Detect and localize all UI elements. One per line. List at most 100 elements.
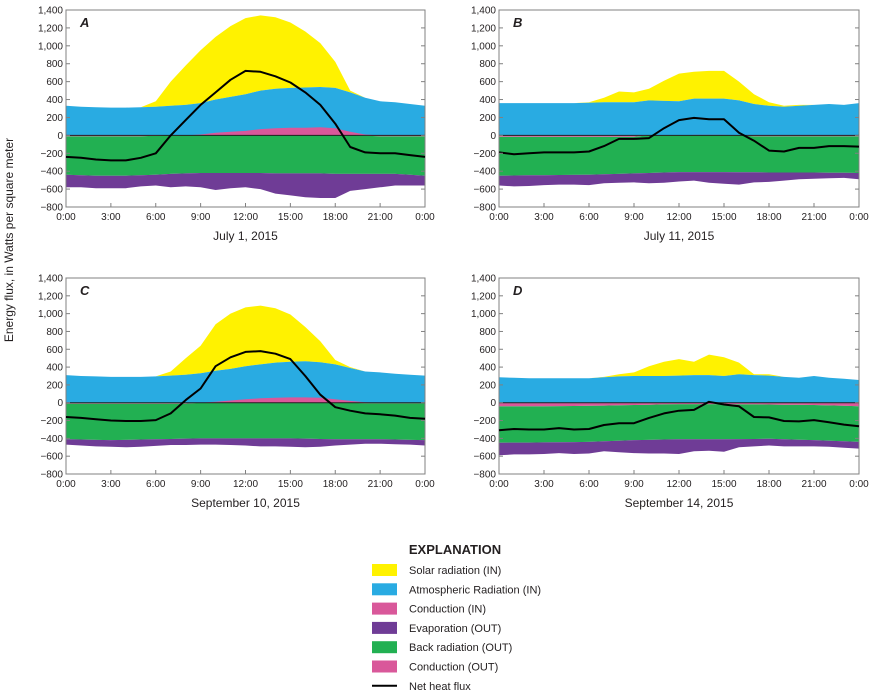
legend-swatch	[372, 602, 397, 615]
y-tick-label: 1,200	[471, 291, 496, 302]
y-tick-label: 1,000	[38, 309, 63, 320]
legend-label: Evaporation (OUT)	[409, 623, 501, 635]
x-tick-label: 12:00	[233, 479, 258, 490]
x-tick-label: 15:00	[711, 479, 736, 490]
legend-item-evap: Evaporation (OUT)	[372, 621, 501, 635]
legend-item-cond-in: Conduction (IN)	[372, 602, 486, 616]
net-heat-flux-line	[65, 69, 426, 162]
legend-item-net: Net heat flux	[372, 681, 471, 693]
y-tick-label: −800	[473, 470, 496, 481]
x-tick-label: 12:00	[666, 479, 691, 490]
x-tick-label: 18:00	[323, 212, 348, 223]
area-atm	[499, 98, 859, 136]
area-cond-in	[66, 127, 425, 136]
legend-item-cond-out: Conduction (OUT)	[372, 660, 498, 674]
area-cond-out	[499, 402, 859, 407]
x-tick-label: 21:00	[801, 479, 826, 490]
y-tick-label: 200	[46, 113, 63, 124]
x-tick-label: 0:00	[849, 212, 869, 223]
y-tick-label: −200	[40, 416, 63, 427]
x-tick-label: 15:00	[278, 479, 303, 490]
legend-item-solar: Solar radiation (IN)	[372, 564, 501, 577]
y-tick-label: 1,200	[38, 291, 63, 302]
y-tick-label: 1,000	[471, 309, 496, 320]
y-tick-label: 0	[57, 131, 63, 142]
y-tick-label: 800	[479, 327, 496, 338]
y-tick-label: 600	[479, 345, 496, 356]
x-tick-label: 6:00	[146, 212, 166, 223]
net-heat-flux-line	[65, 350, 426, 422]
y-tick-label: 1,400	[471, 6, 496, 17]
legend-swatch	[372, 621, 397, 634]
legend-label: Net heat flux	[409, 681, 471, 693]
y-tick-label: −400	[40, 167, 63, 178]
area-atm	[66, 361, 425, 403]
panel-date-label: July 11, 2015	[644, 229, 715, 243]
x-tick-label: 21:00	[368, 212, 393, 223]
y-tick-label: −400	[473, 434, 496, 445]
y-tick-label: −600	[40, 452, 63, 463]
x-tick-label: 15:00	[711, 212, 736, 223]
y-tick-label: 200	[479, 113, 496, 124]
area-back	[499, 135, 859, 176]
y-tick-label: 1,000	[38, 41, 63, 52]
area-evap	[499, 438, 859, 456]
y-tick-label: 200	[479, 380, 496, 391]
x-tick-label: 0:00	[489, 479, 509, 490]
x-tick-label: 12:00	[233, 212, 258, 223]
legend-label: Back radiation (OUT)	[409, 642, 512, 654]
area-back	[66, 135, 425, 176]
x-tick-label: 0:00	[489, 212, 509, 223]
y-tick-label: 600	[479, 77, 496, 88]
area-evap	[66, 173, 425, 198]
y-axis-label: Energy flux, in Watts per square meter	[2, 138, 16, 342]
y-tick-label: −400	[40, 434, 63, 445]
y-tick-label: 600	[46, 345, 63, 356]
x-tick-label: 18:00	[323, 479, 348, 490]
panel-letter: B	[513, 15, 522, 30]
panel-b: 1,400 1,200 1,000 800 600 400 200 0 −200 −400 −600…	[471, 6, 869, 244]
panel-date-label: September 10, 2015	[191, 496, 300, 510]
legend-item-atm: Atmospheric Radiation (IN)	[372, 583, 541, 596]
y-tick-label: 800	[479, 59, 496, 70]
x-tick-label: 18:00	[756, 212, 781, 223]
y-tick-label: 800	[46, 59, 63, 70]
x-tick-label: 3:00	[101, 479, 121, 490]
y-tick-label: −200	[473, 149, 496, 160]
area-cond-in	[66, 397, 425, 403]
x-tick-label: 21:00	[368, 479, 393, 490]
panels: 1,400 1,200 1,000 800 600 400 200 0 −200 −400 −600…	[38, 6, 869, 511]
y-tick-label: 1,000	[471, 41, 496, 52]
x-tick-label: 6:00	[146, 479, 166, 490]
area-solar	[499, 354, 859, 380]
area-evap	[499, 172, 859, 187]
legend-label: Conduction (OUT)	[409, 662, 498, 674]
y-tick-label: 0	[490, 131, 496, 142]
x-tick-label: 3:00	[534, 212, 554, 223]
x-tick-label: 3:00	[534, 479, 554, 490]
legend-title: EXPLANATION	[409, 542, 501, 557]
legend-label: Atmospheric Radiation (IN)	[409, 584, 541, 596]
y-tick-label: −400	[473, 167, 496, 178]
legend-swatch	[372, 583, 397, 596]
y-tick-label: 0	[57, 398, 63, 409]
x-tick-label: 0:00	[56, 212, 76, 223]
net-heat-flux-line	[498, 116, 860, 156]
x-tick-label: 0:00	[56, 479, 76, 490]
y-tick-label: 0	[490, 398, 496, 409]
y-tick-label: 1,400	[38, 274, 63, 285]
area-solar	[66, 15, 425, 108]
x-tick-label: 0:00	[849, 479, 869, 490]
x-tick-label: 9:00	[624, 479, 644, 490]
y-tick-label: 400	[46, 363, 63, 374]
x-tick-label: 6:00	[579, 479, 599, 490]
panel-c: 1,400 1,200 1,000 800 600 400 200 0 −200 −400 −600…	[38, 274, 435, 511]
x-tick-label: 9:00	[191, 212, 211, 223]
y-tick-label: −600	[473, 185, 496, 196]
panel-letter: C	[80, 283, 90, 298]
legend-item-back: Back radiation (OUT)	[372, 641, 512, 654]
area-solar	[499, 70, 859, 107]
x-tick-label: 6:00	[579, 212, 599, 223]
y-tick-label: 400	[46, 95, 63, 106]
